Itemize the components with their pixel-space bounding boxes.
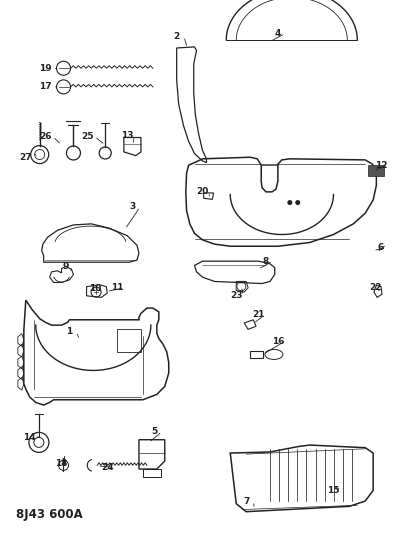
Text: 27: 27 bbox=[19, 153, 32, 161]
Text: 6: 6 bbox=[378, 244, 384, 252]
Text: 22: 22 bbox=[369, 284, 382, 292]
Circle shape bbox=[29, 432, 49, 453]
Text: 9: 9 bbox=[62, 262, 69, 271]
Text: 1: 1 bbox=[66, 327, 73, 336]
Text: 24: 24 bbox=[101, 463, 114, 472]
Text: 2: 2 bbox=[173, 32, 180, 41]
Text: 3: 3 bbox=[130, 203, 136, 211]
Text: 10: 10 bbox=[89, 285, 102, 293]
Text: 13: 13 bbox=[121, 132, 133, 140]
Text: 8: 8 bbox=[263, 257, 269, 265]
Text: 23: 23 bbox=[230, 292, 243, 300]
Text: 18: 18 bbox=[55, 459, 68, 468]
Text: 21: 21 bbox=[252, 310, 264, 319]
Text: 20: 20 bbox=[196, 188, 209, 196]
Text: 8J43 600A: 8J43 600A bbox=[16, 508, 83, 521]
Text: 4: 4 bbox=[275, 29, 281, 38]
Text: 15: 15 bbox=[327, 486, 340, 495]
Circle shape bbox=[66, 146, 81, 160]
Text: 19: 19 bbox=[39, 64, 52, 72]
Text: 14: 14 bbox=[23, 433, 36, 441]
Circle shape bbox=[56, 80, 71, 94]
Text: 25: 25 bbox=[81, 132, 94, 141]
Circle shape bbox=[99, 147, 111, 159]
Text: 5: 5 bbox=[152, 427, 158, 436]
Text: 26: 26 bbox=[39, 132, 52, 141]
Circle shape bbox=[287, 200, 292, 205]
Bar bbox=[368, 165, 384, 176]
Text: 11: 11 bbox=[111, 284, 123, 292]
Circle shape bbox=[56, 61, 71, 75]
Text: 12: 12 bbox=[375, 161, 387, 169]
Text: 7: 7 bbox=[243, 497, 249, 505]
Circle shape bbox=[295, 200, 300, 205]
Text: 17: 17 bbox=[39, 83, 52, 91]
Circle shape bbox=[31, 146, 49, 164]
Text: 16: 16 bbox=[272, 337, 284, 345]
